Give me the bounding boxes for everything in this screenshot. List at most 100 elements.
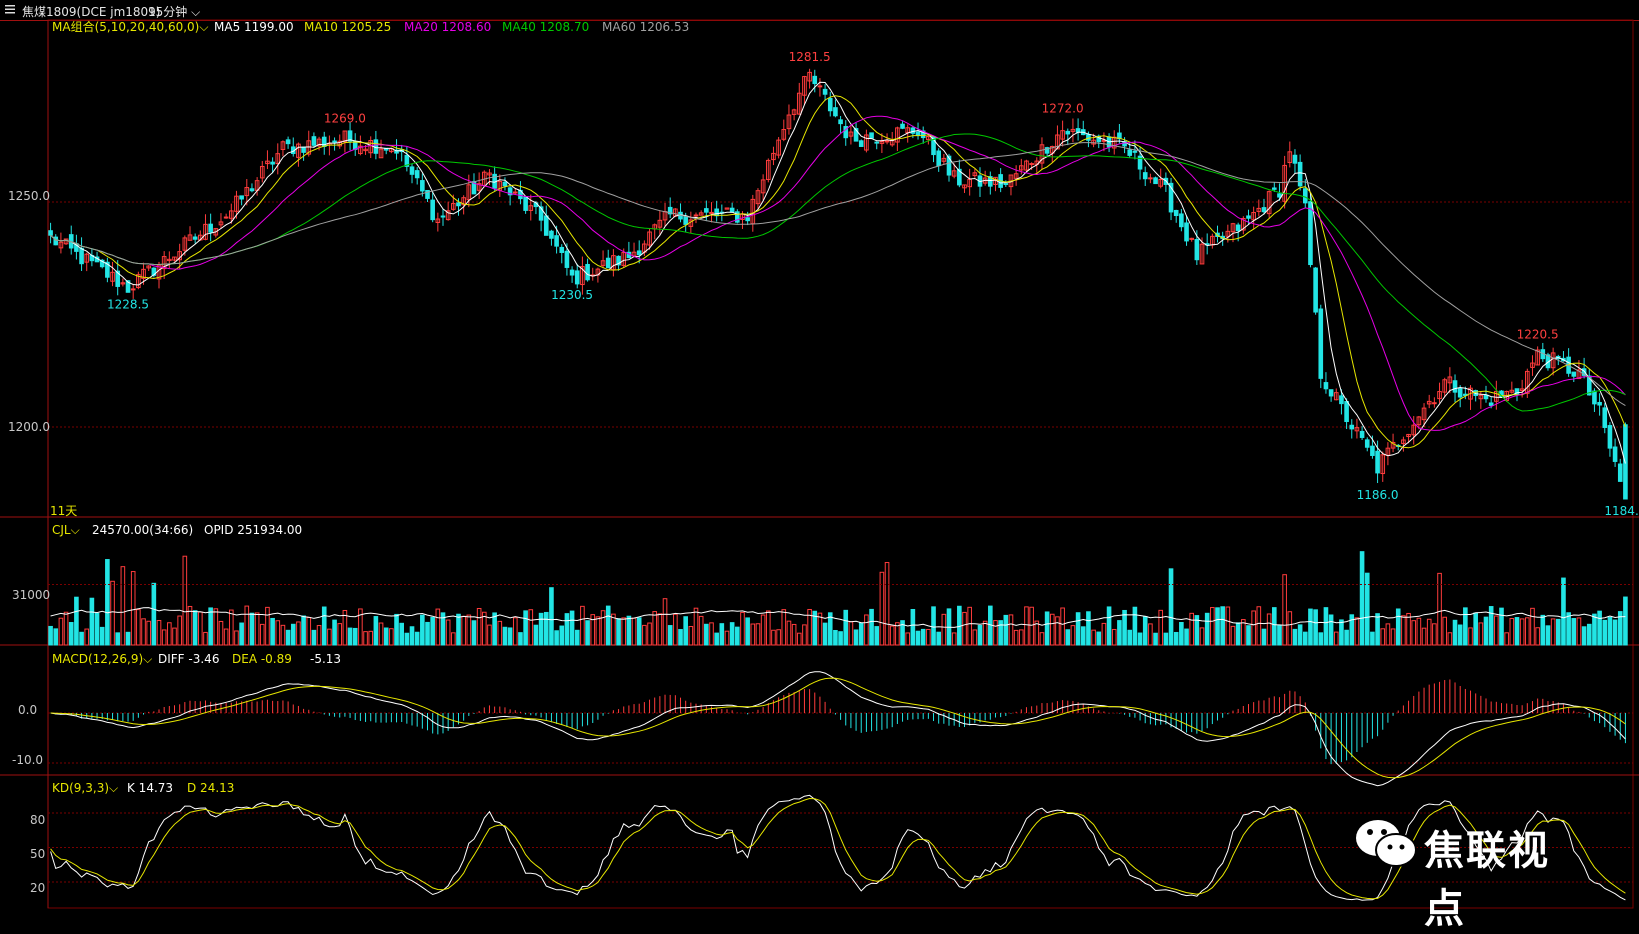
volume-bar bbox=[549, 587, 554, 646]
candle-body bbox=[693, 214, 699, 217]
volume-bar bbox=[1179, 622, 1184, 646]
volume-bar bbox=[977, 624, 983, 646]
volume-bar bbox=[1499, 607, 1504, 646]
volume-bar bbox=[1421, 627, 1427, 646]
volume-bar bbox=[1241, 619, 1246, 646]
volume-bar bbox=[1586, 623, 1592, 646]
volume-bar bbox=[1602, 619, 1608, 646]
candle-body bbox=[1607, 425, 1613, 449]
candle-body bbox=[528, 205, 534, 211]
volume-bar bbox=[254, 612, 260, 646]
volume-bar bbox=[796, 632, 802, 646]
volume-bar bbox=[781, 609, 787, 646]
candle-body bbox=[1251, 211, 1256, 221]
volume-bar bbox=[1117, 620, 1122, 646]
candle-body bbox=[1468, 387, 1473, 400]
volume-bar bbox=[745, 617, 750, 646]
candle-body bbox=[745, 217, 750, 222]
volume-bar bbox=[89, 597, 95, 646]
annotation-trough: 1184.0 bbox=[1604, 504, 1639, 518]
volume-bar bbox=[1060, 607, 1065, 646]
volume-bar bbox=[967, 606, 972, 646]
volume-legend-name[interactable]: CJL⌵ bbox=[52, 523, 80, 537]
y-tick-31000: 31000 bbox=[12, 588, 51, 602]
candle-body bbox=[167, 258, 172, 262]
volume-bar bbox=[569, 610, 575, 646]
chevron-down-icon[interactable]: ⌵ bbox=[109, 781, 119, 795]
candle-body bbox=[1416, 416, 1422, 426]
volume-bar bbox=[435, 608, 441, 646]
volume-bar bbox=[920, 628, 926, 646]
volume-bar bbox=[1018, 629, 1024, 646]
volume-bar bbox=[172, 627, 177, 646]
candle-body bbox=[1194, 239, 1200, 261]
instrument-name[interactable]: 焦煤1809(DCE jm1809) bbox=[22, 5, 161, 19]
volume-bar bbox=[1173, 631, 1179, 646]
candle-body bbox=[1313, 267, 1318, 313]
candle-body bbox=[1065, 130, 1071, 135]
candle-body bbox=[1380, 454, 1386, 475]
macd-dea-legend: DEA -0.89 bbox=[232, 652, 292, 666]
chevron-down-icon[interactable]: ⌵ bbox=[187, 5, 201, 19]
candle-body bbox=[53, 236, 59, 246]
volume-bar bbox=[285, 629, 291, 646]
chevron-down-icon[interactable]: ⌵ bbox=[199, 20, 209, 34]
candle-body bbox=[915, 131, 921, 136]
volume-bar bbox=[518, 632, 523, 646]
candle-body bbox=[1354, 427, 1360, 432]
candle-body bbox=[1328, 389, 1334, 397]
chart-canvas[interactable]: 1228.5 1269.0 1230.5 1281.5 1272.0 1186.0 1220… bbox=[0, 0, 1639, 913]
volume-bar bbox=[1277, 625, 1282, 646]
candle-body bbox=[63, 238, 69, 245]
annotation-peak: 1272.0 bbox=[1042, 102, 1084, 116]
candle-body bbox=[208, 223, 213, 233]
ma-lines-layer bbox=[50, 81, 1626, 464]
volume-bar bbox=[1483, 616, 1489, 646]
candle-body bbox=[869, 132, 874, 139]
candle-body bbox=[1117, 132, 1122, 140]
ma-legend-name[interactable]: MA组合(5,10,20,40,60,0)⌵ bbox=[52, 20, 209, 34]
volume-bar bbox=[125, 631, 131, 646]
volume-bar bbox=[1210, 607, 1215, 646]
candle-body bbox=[110, 271, 115, 282]
candle-body bbox=[1437, 391, 1442, 400]
volume-bar bbox=[1091, 629, 1096, 646]
candle-body bbox=[936, 150, 941, 167]
candle-body bbox=[771, 152, 776, 161]
volume-bar bbox=[482, 611, 487, 646]
candle-body bbox=[244, 187, 250, 197]
volume-bar bbox=[616, 618, 621, 646]
volume-bar bbox=[296, 621, 301, 646]
chevron-down-icon[interactable]: ⌵ bbox=[70, 523, 80, 537]
candle-body bbox=[120, 282, 126, 285]
volume-bar bbox=[1313, 609, 1318, 646]
candle-body bbox=[1132, 150, 1138, 153]
period-selector[interactable]: 15分钟 ⌵ bbox=[148, 3, 200, 20]
candle-body bbox=[218, 221, 224, 226]
candle-body bbox=[1230, 223, 1236, 233]
volume-bar bbox=[327, 628, 332, 646]
chevron-down-icon[interactable]: ⌵ bbox=[143, 652, 153, 666]
volume-bar bbox=[445, 619, 451, 646]
volume-bar bbox=[962, 611, 967, 646]
volume-bar bbox=[1545, 625, 1551, 646]
menu-icon[interactable] bbox=[4, 2, 20, 19]
candle-body bbox=[714, 208, 719, 217]
volume-bars-layer bbox=[48, 551, 1633, 646]
volume-bar bbox=[1426, 618, 1432, 646]
volume-bar bbox=[414, 631, 420, 646]
candle-body bbox=[187, 234, 193, 241]
kd-legend-name[interactable]: KD(9,3,3)⌵ bbox=[52, 781, 119, 795]
volume-bar bbox=[533, 624, 539, 646]
y-tick-kd-20: 20 bbox=[30, 881, 46, 895]
volume-bar bbox=[667, 625, 673, 646]
volume-bar bbox=[1235, 622, 1241, 646]
volume-bar bbox=[497, 620, 503, 646]
watermark-text: 焦联视点 bbox=[1424, 828, 1550, 932]
volume-bar bbox=[993, 620, 998, 646]
volume-bar bbox=[1359, 551, 1365, 646]
period-label[interactable]: 15分钟 bbox=[148, 5, 188, 19]
volume-bar bbox=[167, 622, 172, 646]
candle-body bbox=[709, 211, 714, 214]
macd-legend-name[interactable]: MACD(12,26,9)⌵ bbox=[52, 652, 153, 666]
